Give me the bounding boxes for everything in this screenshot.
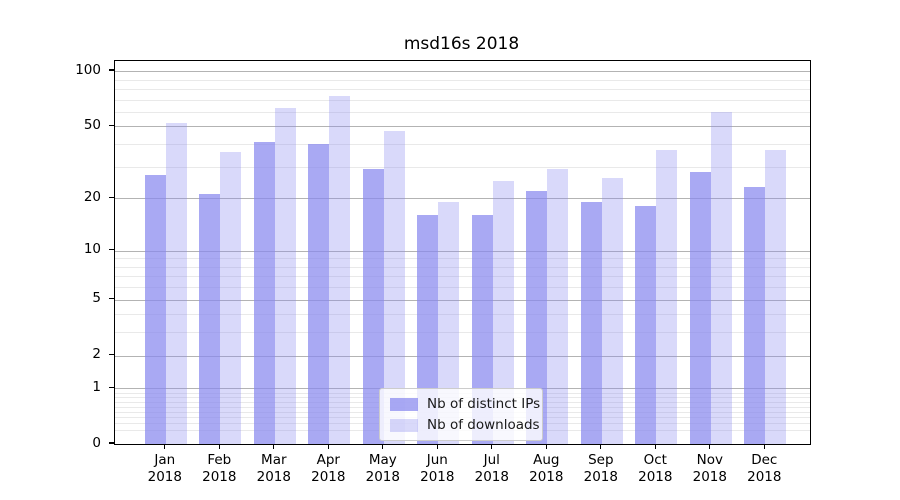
x-tick-label-may: May 2018 bbox=[365, 452, 400, 485]
gridline-y-80 bbox=[115, 88, 810, 90]
legend-label-downloads: Nb of downloads bbox=[427, 417, 540, 433]
x-tick-label-jan: Jan 2018 bbox=[147, 452, 182, 485]
y-tick-label-2: 2 bbox=[92, 346, 101, 363]
gridline-y-2 bbox=[115, 355, 810, 357]
x-tick-mark-apr bbox=[327, 444, 329, 449]
legend: Nb of distinct IPs Nb of downloads bbox=[379, 388, 543, 441]
y-tick-label-5: 5 bbox=[92, 290, 101, 306]
gridline-y-90 bbox=[115, 79, 810, 81]
y-tick-mark-1 bbox=[109, 386, 114, 389]
bar-distinct-ips-apr bbox=[308, 144, 330, 444]
bar-downloads-oct bbox=[656, 150, 678, 444]
bar-distinct-ips-may bbox=[362, 169, 384, 444]
bar-downloads-may bbox=[383, 131, 405, 444]
bar-downloads-feb bbox=[220, 152, 242, 444]
gridline-y-100 bbox=[115, 71, 810, 73]
y-tick-mark-100 bbox=[109, 69, 114, 71]
x-tick-label-aug: Aug 2018 bbox=[529, 452, 564, 485]
x-tick-label-apr: Apr 2018 bbox=[311, 452, 346, 485]
x-tick-mark-jan bbox=[164, 444, 166, 449]
gridline-y-6 bbox=[115, 287, 810, 289]
gridline-y-50 bbox=[115, 126, 810, 128]
x-tick-label-dec: Dec 2018 bbox=[747, 452, 782, 485]
x-tick-label-sep: Sep 2018 bbox=[583, 452, 618, 485]
bar-distinct-ips-dec bbox=[744, 187, 766, 444]
x-tick-mark-may bbox=[382, 444, 384, 449]
gridline-y-3 bbox=[115, 332, 810, 334]
bar-distinct-ips-sep bbox=[580, 202, 602, 444]
y-tick-label-0: 0 bbox=[92, 434, 101, 451]
bar-distinct-ips-oct bbox=[635, 206, 657, 444]
y-axis: 0 1 2 5 10 20 50 100 bbox=[0, 60, 114, 450]
gridline-y-8 bbox=[115, 266, 810, 268]
bar-downloads-sep bbox=[601, 177, 623, 444]
bar-downloads-apr bbox=[329, 96, 351, 444]
bar-downloads-mar bbox=[274, 108, 296, 444]
gridline-y-70 bbox=[115, 99, 810, 101]
bar-distinct-ips-jun bbox=[417, 215, 439, 444]
gridline-y-10 bbox=[115, 250, 810, 252]
x-tick-mark-jul bbox=[491, 444, 493, 449]
gridline-y-30 bbox=[115, 166, 810, 168]
chart-title: msd16s 2018 bbox=[403, 34, 520, 54]
x-tick-label-jun: Jun 2018 bbox=[420, 452, 455, 485]
gridline-y-5 bbox=[115, 299, 810, 301]
y-tick-mark-50 bbox=[109, 124, 114, 127]
x-tick-label-oct: Oct 2018 bbox=[638, 452, 673, 485]
gridline-y-40 bbox=[115, 144, 810, 145]
x-tick-mark-feb bbox=[218, 444, 220, 449]
bar-distinct-ips-jan bbox=[144, 174, 166, 444]
y-tick-label-100: 100 bbox=[75, 61, 101, 78]
y-tick-mark-5 bbox=[109, 297, 114, 300]
plot-area bbox=[114, 60, 811, 445]
x-tick-mark-nov bbox=[709, 444, 711, 449]
y-tick-mark-20 bbox=[109, 196, 114, 198]
bar-distinct-ips-feb bbox=[199, 194, 221, 444]
legend-item-distinct-ips: Nb of distinct IPs bbox=[390, 396, 540, 412]
y-tick-mark-0 bbox=[109, 442, 114, 444]
bar-distinct-ips-jul bbox=[471, 215, 493, 444]
x-tick-mark-sep bbox=[600, 444, 602, 449]
x-tick-mark-mar bbox=[273, 444, 275, 449]
bar-distinct-ips-nov bbox=[689, 172, 711, 444]
legend-swatch-distinct-ips bbox=[390, 397, 418, 411]
x-tick-mark-aug bbox=[545, 444, 547, 449]
gridline-y-4 bbox=[115, 314, 810, 316]
x-tick-label-feb: Feb 2018 bbox=[202, 452, 237, 485]
bar-downloads-jul bbox=[492, 180, 514, 444]
bar-distinct-ips-aug bbox=[526, 190, 548, 444]
y-tick-mark-10 bbox=[109, 248, 114, 251]
x-axis: Jan 2018 Feb 2018 Mar 2018 Apr 2018 May 2018 Jun 20… bbox=[114, 444, 809, 500]
x-tick-label-nov: Nov 2018 bbox=[692, 452, 727, 485]
bar-downloads-aug bbox=[547, 169, 569, 444]
x-tick-mark-dec bbox=[763, 444, 765, 449]
x-tick-mark-oct bbox=[654, 444, 656, 449]
bar-downloads-dec bbox=[765, 150, 787, 444]
bar-downloads-jun bbox=[438, 202, 460, 444]
legend-label-distinct-ips: Nb of distinct IPs bbox=[427, 396, 541, 412]
bar-distinct-ips-mar bbox=[253, 142, 275, 444]
y-tick-label-50: 50 bbox=[83, 116, 101, 133]
legend-item-downloads: Nb of downloads bbox=[390, 417, 540, 433]
y-tick-label-20: 20 bbox=[83, 188, 101, 205]
legend-swatch-downloads bbox=[390, 418, 418, 432]
y-tick-mark-2 bbox=[109, 353, 114, 356]
gridline-y-20 bbox=[115, 198, 810, 200]
gridline-y-7 bbox=[115, 276, 810, 278]
bar-downloads-jan bbox=[165, 123, 187, 444]
bar-downloads-nov bbox=[710, 111, 732, 444]
gridline-y-9 bbox=[115, 258, 810, 260]
y-tick-label-10: 10 bbox=[83, 241, 101, 257]
x-tick-label-mar: Mar 2018 bbox=[256, 452, 291, 485]
gridline-y-60 bbox=[115, 111, 810, 113]
x-tick-label-jul: Jul 2018 bbox=[474, 452, 509, 485]
x-tick-mark-jun bbox=[436, 444, 438, 449]
y-tick-label-1: 1 bbox=[92, 378, 101, 395]
